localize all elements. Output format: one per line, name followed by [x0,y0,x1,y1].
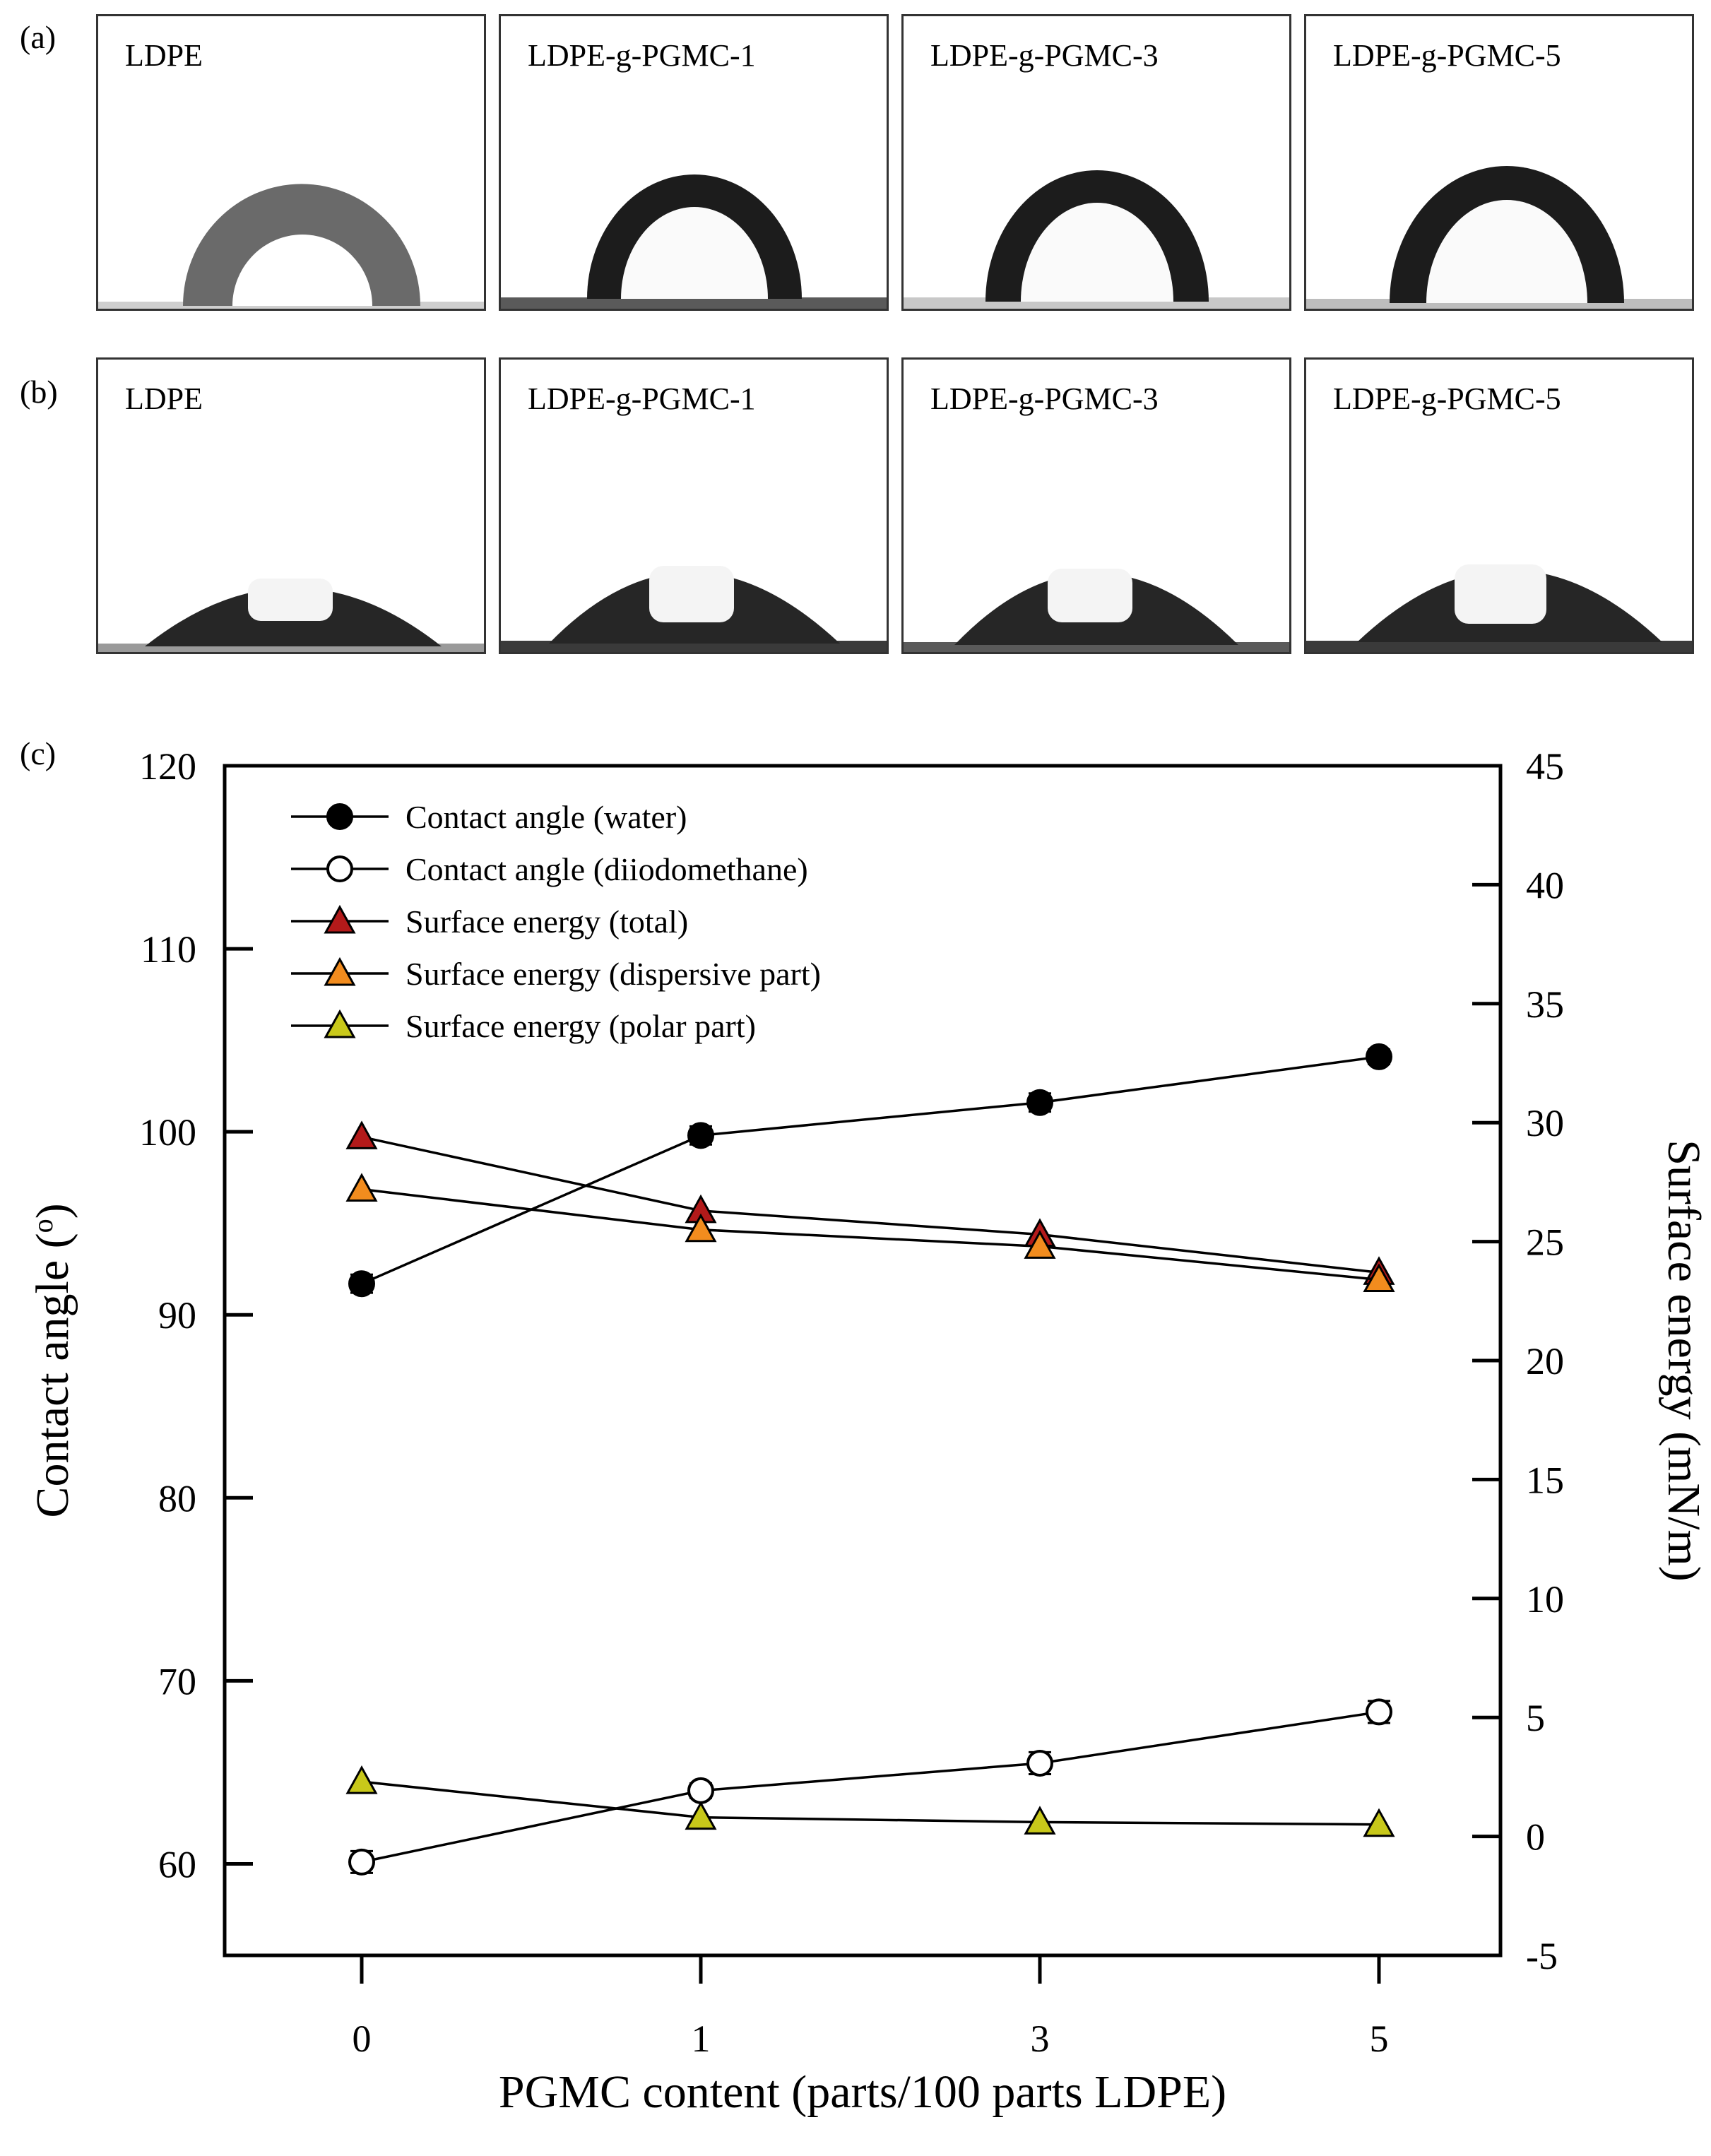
x-axis-title: PGMC content (parts/100 parts LDPE) [499,2066,1226,2118]
data-point-3 [1024,1230,1056,1259]
water-drop-photo-pgmc-3: LDPE-g-PGMC-3 [901,14,1291,311]
y-tick-label: 80 [158,1477,196,1520]
y2-tick-label: 5 [1526,1697,1545,1739]
y2-tick-label: 0 [1526,1816,1545,1859]
water-droplet-image [98,184,484,309]
legend-marker [324,956,356,986]
photo-title: LDPE-g-PGMC-1 [528,381,756,416]
diiodomethane-droplet-image [501,566,887,652]
water-drop-photo-pgmc-5: LDPE-g-PGMC-5 [1304,14,1694,311]
legend-label: Surface energy (dispersive part) [405,956,821,992]
panel-label-c: (c) [20,735,57,771]
series-line-3 [361,1187,1380,1281]
series-line-2 [361,1135,1380,1274]
data-point-1 [348,1848,375,1876]
y-tick-label: 60 [158,1843,196,1885]
diiodomethane-droplet-image [1306,564,1692,652]
legend-marker [326,803,353,830]
panel-label-b: (b) [20,374,58,410]
y2-tick-label: 20 [1526,1340,1564,1382]
data-point-0 [1026,1089,1053,1116]
water-drop-photo-ldpe: LDPE [96,14,486,311]
legend-marker [324,1009,356,1038]
y-tick-label: 70 [158,1660,196,1702]
photo-title: LDPE [125,381,203,416]
legend-label: Surface energy (polar part) [405,1008,756,1044]
y2-tick-label: 45 [1526,745,1564,788]
y-tick-label: 100 [139,1111,196,1154]
y2-axis-title: Surface energy (mN/m) [1658,1139,1710,1582]
data-point-1 [687,1777,714,1804]
photo-title: LDPE-g-PGMC-1 [528,38,756,73]
y-tick-label: 90 [158,1294,196,1337]
x-tick-label: 5 [1370,2018,1389,2060]
data-point-0 [1366,1043,1392,1070]
legend-label: Contact angle (water) [405,799,687,835]
y2-tick-label: 15 [1526,1459,1564,1501]
photo-title: LDPE-g-PGMC-5 [1333,381,1561,416]
water-drop-photo-pgmc-1: LDPE-g-PGMC-1 [499,14,889,311]
y-tick-label: 120 [139,745,196,788]
data-point-4 [1363,1808,1395,1837]
photo-title: LDPE-g-PGMC-3 [930,381,1159,416]
x-tick-label: 0 [353,2018,372,2060]
water-droplet-image [1306,166,1692,309]
legend-label: Surface energy (total) [405,904,688,940]
data-point-3 [345,1173,378,1202]
data-point-3 [1363,1263,1395,1292]
data-point-4 [685,1801,717,1830]
data-point-0 [348,1270,375,1298]
data-point-4 [345,1765,378,1794]
photo-title: LDPE-g-PGMC-3 [930,38,1159,73]
y2-tick-label: 10 [1526,1578,1564,1621]
y2-tick-label: 40 [1526,864,1564,906]
data-point-3 [685,1213,717,1243]
photo-title: LDPE-g-PGMC-5 [1333,38,1561,73]
diiodomethane-drop-photo-ldpe: LDPE [96,357,486,654]
data-point-2 [345,1120,378,1149]
data-point-4 [1024,1806,1056,1835]
legend-marker [326,855,353,882]
data-point-0 [687,1122,714,1149]
water-droplet-image [904,170,1289,309]
diiodomethane-droplet-image [98,579,484,652]
y2-tick-label: 30 [1526,1102,1564,1144]
y2-tick-label: 35 [1526,983,1564,1026]
x-tick-label: 1 [692,2018,711,2060]
y-tick-label: 110 [141,928,196,971]
diiodomethane-drop-photo-pgmc-1: LDPE-g-PGMC-1 [499,357,889,654]
x-tick-label: 3 [1031,2018,1050,2060]
y2-tick-label: 25 [1526,1221,1564,1264]
diiodomethane-drop-photo-pgmc-3: LDPE-g-PGMC-3 [901,357,1291,654]
diiodomethane-drop-photo-pgmc-5: LDPE-g-PGMC-5 [1304,357,1694,654]
panel-label-a: (a) [20,19,57,55]
series-line-1 [361,1710,1380,1864]
legend-label: Contact angle (diiodomethane) [405,851,808,887]
photo-title: LDPE [125,38,203,73]
diiodomethane-droplet-image [904,569,1289,652]
series-line-4 [361,1780,1380,1826]
water-droplet-image [501,174,887,309]
data-point-1 [1366,1698,1392,1726]
data-point-1 [1026,1749,1053,1777]
y-axis-title: Contact angle (o) [27,1203,79,1517]
legend-marker [324,904,356,934]
y2-tick-label: -5 [1526,1935,1558,1977]
